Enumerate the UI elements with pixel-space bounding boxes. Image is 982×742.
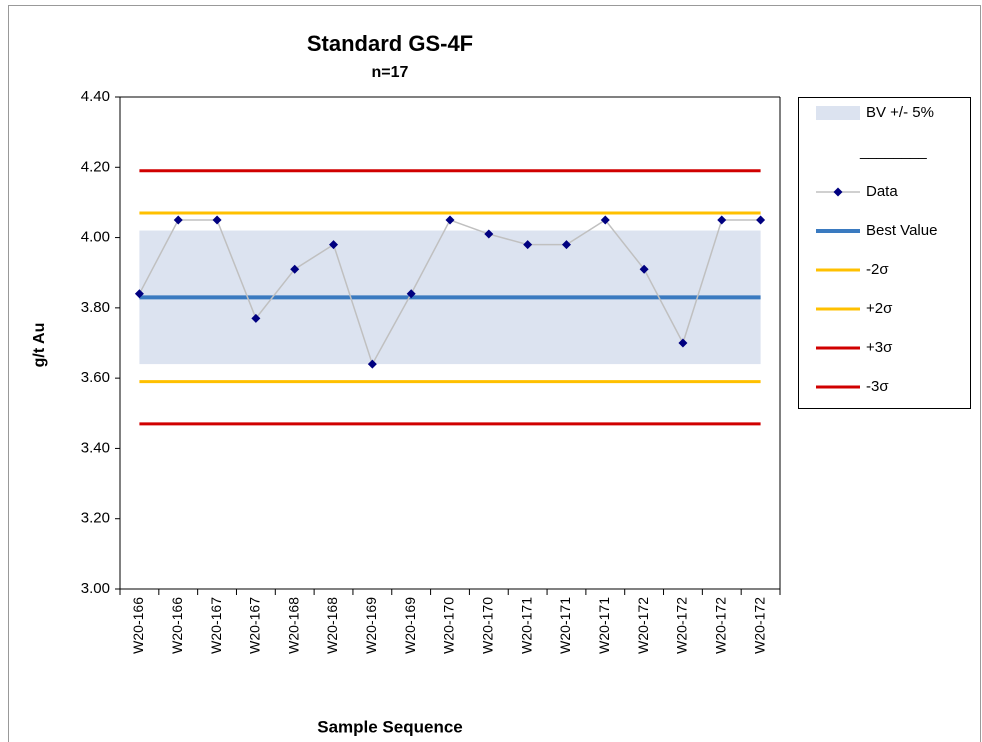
data-marker bbox=[561, 240, 571, 250]
x-tick-label: W20-172 bbox=[712, 597, 728, 654]
y-tick-label: 3.80 bbox=[81, 299, 110, 316]
data-marker bbox=[523, 240, 533, 250]
data-marker bbox=[290, 264, 300, 274]
data-marker bbox=[639, 264, 649, 274]
x-tick-label: W20-167 bbox=[247, 597, 263, 654]
x-tick-label: W20-170 bbox=[441, 597, 457, 654]
x-tick-label: W20-172 bbox=[635, 597, 651, 654]
legend-label: -3σ bbox=[866, 378, 889, 395]
x-tick-label: W20-171 bbox=[596, 597, 612, 654]
x-axis-label: Sample Sequence bbox=[317, 717, 463, 736]
chart-title: Standard GS-4F bbox=[307, 31, 473, 56]
x-tick-label: W20-170 bbox=[480, 597, 496, 654]
data-marker bbox=[600, 215, 610, 225]
legend-separator: ________ bbox=[859, 143, 927, 160]
data-marker bbox=[756, 215, 766, 225]
data-marker bbox=[134, 289, 144, 299]
legend-box bbox=[798, 97, 971, 409]
legend-label: BV +/- 5% bbox=[866, 104, 934, 121]
x-tick-label: W20-172 bbox=[751, 597, 767, 654]
data-marker bbox=[173, 215, 183, 225]
y-tick-label: 3.00 bbox=[81, 580, 110, 597]
legend-label: +2σ bbox=[866, 300, 893, 317]
x-tick-label: W20-166 bbox=[169, 597, 185, 654]
x-tick-label: W20-171 bbox=[557, 597, 573, 654]
data-marker bbox=[367, 359, 377, 369]
y-tick-label: 4.00 bbox=[81, 229, 110, 246]
x-tick-label: W20-169 bbox=[363, 597, 379, 654]
legend-swatch bbox=[816, 106, 860, 120]
legend-label: +3σ bbox=[866, 339, 893, 356]
y-tick-label: 3.60 bbox=[81, 369, 110, 386]
legend-label: -2σ bbox=[866, 261, 889, 278]
data-marker bbox=[329, 240, 339, 250]
data-marker bbox=[212, 215, 222, 225]
x-tick-label: W20-168 bbox=[285, 597, 301, 654]
x-tick-label: W20-169 bbox=[402, 597, 418, 654]
data-marker bbox=[445, 215, 455, 225]
y-axis-label: g/t Au bbox=[31, 323, 48, 368]
x-tick-label: W20-171 bbox=[518, 597, 534, 654]
data-marker bbox=[251, 313, 261, 323]
y-tick-label: 4.40 bbox=[81, 88, 110, 105]
data-marker bbox=[406, 289, 416, 299]
x-tick-label: W20-166 bbox=[130, 597, 146, 654]
data-marker bbox=[717, 215, 727, 225]
legend-label: Data bbox=[866, 183, 898, 200]
y-tick-label: 3.20 bbox=[81, 510, 110, 527]
x-tick-label: W20-172 bbox=[674, 597, 690, 654]
data-marker bbox=[678, 338, 688, 348]
frame bbox=[8, 5, 981, 742]
data-marker bbox=[484, 229, 494, 239]
x-tick-label: W20-168 bbox=[324, 597, 340, 654]
x-tick-label: W20-167 bbox=[208, 597, 224, 654]
y-tick-label: 3.40 bbox=[81, 439, 110, 456]
chart-subtitle: n=17 bbox=[372, 64, 409, 81]
legend-marker bbox=[833, 187, 843, 197]
legend-label: Best Value bbox=[866, 222, 937, 239]
y-tick-label: 4.20 bbox=[81, 158, 110, 175]
